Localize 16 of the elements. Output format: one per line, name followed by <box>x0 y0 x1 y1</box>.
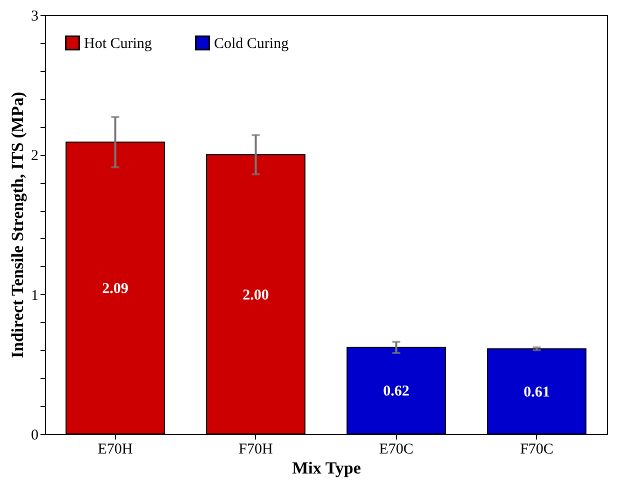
x-tick-label: E70H <box>98 442 133 458</box>
x-tick-label: F70H <box>238 442 273 458</box>
data-label: 2.09 <box>102 281 128 298</box>
y-tick-label: 3 <box>31 8 38 24</box>
data-label: 0.61 <box>524 384 550 400</box>
y-tick-label: 2 <box>31 148 38 164</box>
x-tick-label: F70C <box>520 442 554 458</box>
y-tick-label: 1 <box>31 288 38 304</box>
y-axis-title: Indirect Tensile Strength, ITS (MPa) <box>8 92 27 358</box>
data-label: 2.00 <box>242 287 269 304</box>
data-label: 0.62 <box>383 384 410 400</box>
x-axis-title: Mix Type <box>292 458 362 478</box>
legend-label: Cold Curing <box>214 36 290 52</box>
y-tick-label: 0 <box>31 428 38 444</box>
legend-label: Hot Curing <box>84 36 152 52</box>
x-tick-label: E70C <box>379 442 414 458</box>
